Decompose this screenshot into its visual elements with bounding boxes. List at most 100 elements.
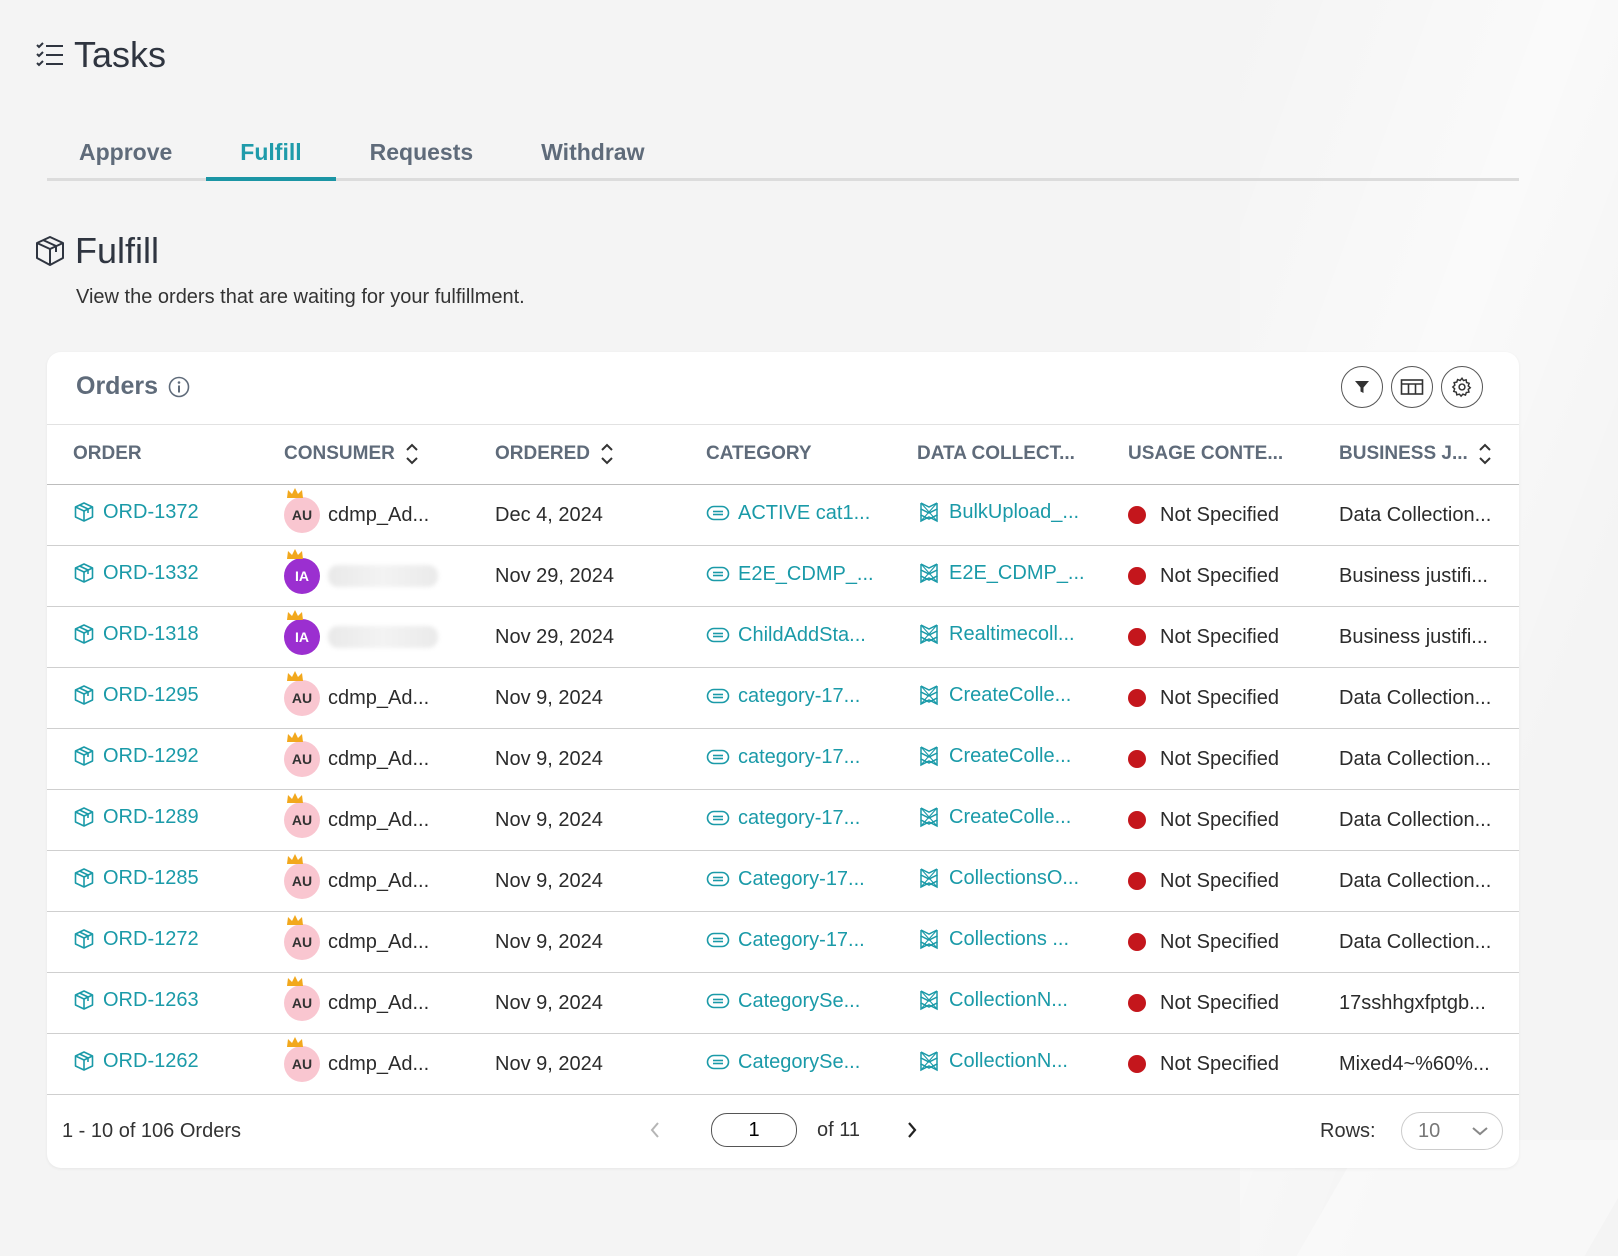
category-icon <box>706 932 730 948</box>
category-cell: category-17... <box>680 789 891 851</box>
avatar-initials: IA <box>295 568 309 584</box>
data-collection-icon <box>920 868 938 889</box>
data-collection-link[interactable]: CreateColle... <box>917 683 1071 707</box>
data-collection-icon <box>920 990 938 1011</box>
table-row[interactable]: ORD-1292 AU cdmp_Ad... Nov 9, 2024 category-… <box>47 728 1519 790</box>
data-collection-link[interactable]: E2E_CDMP_... <box>917 561 1085 585</box>
business-justification-cell: Data Collection... <box>1313 911 1519 973</box>
data-collection-link[interactable]: BulkUpload_... <box>917 500 1079 524</box>
order-link[interactable]: ORD-1318 <box>73 623 199 646</box>
sort-icon[interactable] <box>1478 441 1492 467</box>
avatar-initials: AU <box>291 507 313 523</box>
avatar: AU <box>284 488 320 533</box>
order-cell: ORD-1262 <box>47 1033 258 1095</box>
order-link[interactable]: ORD-1289 <box>73 806 199 829</box>
column-header-consumer[interactable]: CONSUMER <box>258 424 469 485</box>
avatar: AU <box>284 915 320 960</box>
column-header-data-collection[interactable]: DATA COLLECT... <box>891 424 1102 485</box>
crown-icon <box>287 976 303 986</box>
category-link[interactable]: ACTIVE cat1... <box>706 502 870 525</box>
order-link[interactable]: ORD-1262 <box>73 1050 199 1073</box>
category-link[interactable]: E2E_CDMP_... <box>706 563 874 586</box>
category-icon <box>706 993 730 1009</box>
usage-context-value: Not Specified <box>1160 503 1279 526</box>
column-header-usage-context[interactable]: USAGE CONTE... <box>1102 424 1313 485</box>
order-link[interactable]: ORD-1295 <box>73 684 199 707</box>
order-cell: ORD-1332 <box>47 545 258 607</box>
order-link[interactable]: ORD-1285 <box>73 867 199 890</box>
business-justification-value: Business justifi... <box>1339 625 1488 648</box>
table-row[interactable]: ORD-1332 IA Nov 29, 2024 E2E_CDMP_... E2E_CD… <box>47 545 1519 607</box>
order-link[interactable]: ORD-1292 <box>73 745 199 768</box>
table-row[interactable]: ORD-1295 AU cdmp_Ad... Nov 9, 2024 category-… <box>47 667 1519 729</box>
table-row[interactable]: ORD-1372 AU cdmp_Ad... Dec 4, 2024 ACTIVE ca… <box>47 484 1519 546</box>
category-name: ACTIVE cat1... <box>738 501 871 524</box>
category-link[interactable]: Category-17... <box>706 868 865 891</box>
column-header-business-justification[interactable]: BUSINESS J... <box>1313 424 1519 485</box>
column-header-order[interactable]: ORDER <box>47 424 258 485</box>
tab-requests[interactable]: Requests <box>369 139 474 165</box>
category-link[interactable]: CategorySe... <box>706 990 860 1013</box>
column-label: BUSINESS J... <box>1339 443 1468 465</box>
usage-context-cell: Not Specified <box>1102 545 1313 607</box>
consumer-cell: IA <box>258 545 469 607</box>
table-row[interactable]: ORD-1285 AU cdmp_Ad... Nov 9, 2024 Category-… <box>47 850 1519 912</box>
columns-button[interactable] <box>1391 366 1433 408</box>
category-icon <box>706 566 730 582</box>
results-count: 1 - 10 of 106 Orders <box>62 1120 241 1142</box>
category-link[interactable]: category-17... <box>706 685 860 708</box>
data-collection-link[interactable]: Realtimecoll... <box>917 622 1075 646</box>
category-link[interactable]: Category-17... <box>706 929 865 952</box>
tab-withdraw[interactable]: Withdraw <box>541 139 645 165</box>
table-row[interactable]: ORD-1272 AU cdmp_Ad... Nov 9, 2024 Category-… <box>47 911 1519 973</box>
category-link[interactable]: category-17... <box>706 746 860 769</box>
page-number-input[interactable] <box>711 1113 797 1147</box>
data-collection-link[interactable]: CollectionN... <box>917 988 1068 1012</box>
tab-fulfill[interactable]: Fulfill <box>206 130 336 181</box>
category-icon <box>706 627 730 643</box>
info-icon[interactable] <box>168 376 190 398</box>
package-icon <box>74 1051 94 1072</box>
category-cell: E2E_CDMP_... <box>680 545 891 607</box>
settings-icon <box>1451 377 1472 398</box>
ordered-date: Nov 29, 2024 <box>495 564 614 587</box>
business-justification-cell: Data Collection... <box>1313 789 1519 851</box>
data-collection-link[interactable]: CreateColle... <box>917 744 1071 768</box>
ordered-date-cell: Nov 9, 2024 <box>469 911 680 973</box>
category-link[interactable]: ChildAddSta... <box>706 624 866 647</box>
data-collection-link[interactable]: Collections ... <box>917 927 1069 951</box>
category-link[interactable]: category-17... <box>706 807 860 830</box>
order-link[interactable]: ORD-1372 <box>73 501 199 524</box>
sort-icon[interactable] <box>600 441 614 467</box>
filter-button[interactable] <box>1341 366 1383 408</box>
business-justification-cell: Data Collection... <box>1313 667 1519 729</box>
category-name: E2E_CDMP_... <box>738 562 874 585</box>
column-header-category[interactable]: CATEGORY <box>680 424 891 485</box>
next-page-button[interactable] <box>900 1110 924 1150</box>
tab-approve[interactable]: Approve <box>79 139 173 165</box>
order-link[interactable]: ORD-1272 <box>73 928 199 951</box>
column-label: CATEGORY <box>706 443 812 464</box>
table-row[interactable]: ORD-1289 AU cdmp_Ad... Nov 9, 2024 category-… <box>47 789 1519 851</box>
data-collection-link[interactable]: CreateColle... <box>917 805 1071 829</box>
table-row[interactable]: ORD-1263 AU cdmp_Ad... Nov 9, 2024 CategoryS… <box>47 972 1519 1034</box>
data-collection-cell: CreateColle... <box>891 728 1102 790</box>
data-collection-link[interactable]: CollectionN... <box>917 1049 1068 1073</box>
ordered-date: Nov 9, 2024 <box>495 930 603 953</box>
order-id: ORD-1295 <box>103 683 199 706</box>
data-collection-cell: CreateColle... <box>891 789 1102 851</box>
order-link[interactable]: ORD-1263 <box>73 989 199 1012</box>
order-cell: ORD-1263 <box>47 972 258 1034</box>
rows-per-page-select[interactable]: 10 <box>1401 1112 1503 1150</box>
data-collection-link[interactable]: CollectionsO... <box>917 866 1079 890</box>
sort-icon[interactable] <box>405 441 419 467</box>
data-collection-name: CollectionN... <box>949 988 1068 1011</box>
crown-icon <box>287 793 303 803</box>
previous-page-button[interactable] <box>643 1110 667 1150</box>
category-link[interactable]: CategorySe... <box>706 1051 860 1074</box>
column-header-ordered[interactable]: ORDERED <box>469 424 680 485</box>
order-link[interactable]: ORD-1332 <box>73 562 199 585</box>
table-row[interactable]: ORD-1318 IA Nov 29, 2024 ChildAddSta... Real… <box>47 606 1519 668</box>
table-row[interactable]: ORD-1262 AU cdmp_Ad... Nov 9, 2024 CategoryS… <box>47 1033 1519 1095</box>
settings-button[interactable] <box>1441 366 1483 408</box>
